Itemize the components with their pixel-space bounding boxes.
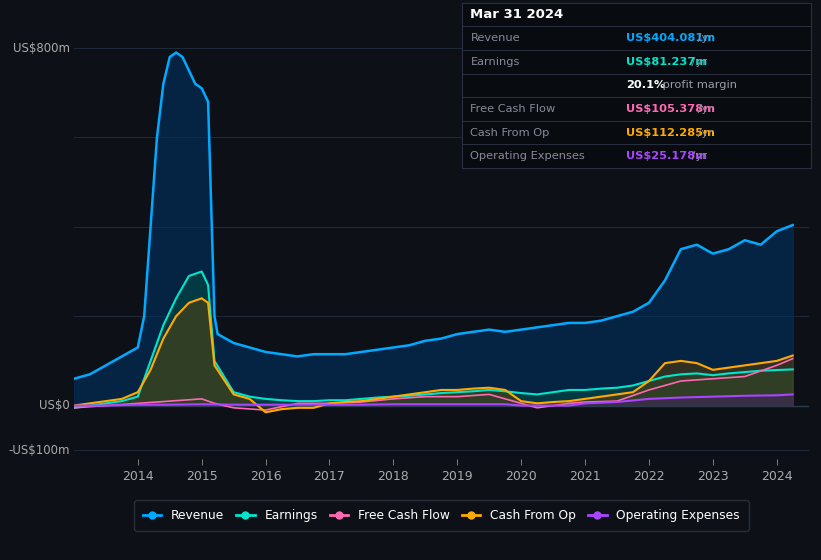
Text: US$404.081m: US$404.081m	[626, 33, 716, 43]
Text: Cash From Op: Cash From Op	[470, 128, 550, 138]
Text: Revenue: Revenue	[470, 33, 520, 43]
Text: profit margin: profit margin	[659, 81, 737, 90]
Text: US$800m: US$800m	[13, 41, 71, 54]
Text: US$25.178m: US$25.178m	[626, 151, 708, 161]
Text: -US$100m: -US$100m	[9, 444, 71, 457]
Legend: Revenue, Earnings, Free Cash Flow, Cash From Op, Operating Expenses: Revenue, Earnings, Free Cash Flow, Cash …	[134, 501, 749, 530]
Text: /yr: /yr	[695, 33, 713, 43]
Text: /yr: /yr	[688, 151, 707, 161]
Text: US$112.285m: US$112.285m	[626, 128, 715, 138]
Text: Operating Expenses: Operating Expenses	[470, 151, 585, 161]
Text: /yr: /yr	[695, 104, 713, 114]
Text: Mar 31 2024: Mar 31 2024	[470, 8, 564, 21]
Text: 20.1%: 20.1%	[626, 81, 666, 90]
Text: /yr: /yr	[688, 57, 707, 67]
Text: US$81.237m: US$81.237m	[626, 57, 708, 67]
Text: Earnings: Earnings	[470, 57, 520, 67]
Text: US$105.378m: US$105.378m	[626, 104, 715, 114]
Text: /yr: /yr	[695, 128, 713, 138]
Text: Free Cash Flow: Free Cash Flow	[470, 104, 556, 114]
Text: US$0: US$0	[39, 399, 71, 412]
